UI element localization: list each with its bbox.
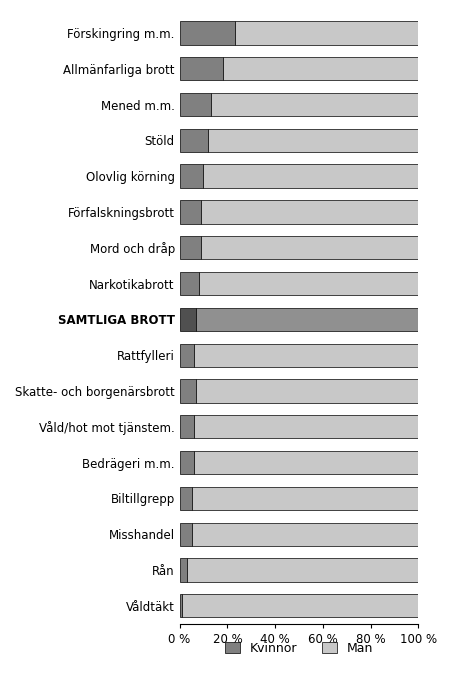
Bar — [179, 523, 191, 546]
Bar — [208, 128, 418, 152]
Bar — [222, 57, 418, 80]
Bar — [198, 272, 418, 295]
Bar — [186, 558, 418, 581]
Bar — [179, 451, 193, 474]
Legend: Kvinnor, Män: Kvinnor, Män — [219, 637, 377, 660]
Bar — [193, 415, 418, 438]
Bar — [201, 200, 418, 223]
Bar — [179, 93, 210, 116]
Bar — [234, 21, 418, 45]
Bar — [179, 21, 234, 45]
Bar — [193, 343, 418, 366]
Bar — [179, 379, 196, 403]
Bar — [179, 57, 222, 80]
Bar — [196, 308, 418, 331]
Bar — [179, 343, 193, 366]
Bar — [196, 379, 418, 403]
Bar — [191, 487, 418, 510]
Bar — [179, 308, 196, 331]
Bar — [179, 594, 182, 618]
Bar — [182, 594, 418, 618]
Bar — [203, 165, 418, 188]
Bar — [179, 558, 186, 581]
Bar — [179, 236, 201, 260]
Bar — [179, 128, 208, 152]
Bar — [179, 165, 203, 188]
Bar — [191, 523, 418, 546]
Bar — [179, 415, 193, 438]
Bar — [193, 451, 418, 474]
Bar — [179, 272, 198, 295]
Bar — [179, 487, 191, 510]
Bar — [201, 236, 418, 260]
Bar — [210, 93, 418, 116]
Bar — [179, 200, 201, 223]
